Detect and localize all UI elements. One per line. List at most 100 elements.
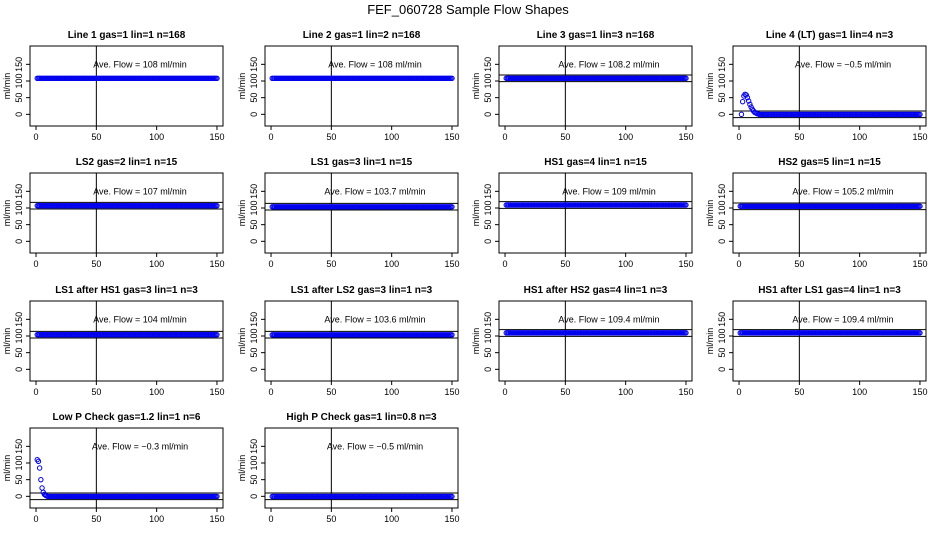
data-point	[214, 202, 220, 209]
y-tick-label: 100	[14, 73, 24, 88]
x-tick-label: 0	[737, 259, 742, 269]
y-tick-label: 100	[717, 328, 727, 343]
data-point	[743, 92, 749, 98]
y-tick-label: 50	[249, 348, 259, 358]
figure-title: FEF_060728 Sample Flow Shapes	[367, 2, 569, 17]
data-point	[39, 485, 45, 491]
y-axis-label: ml/min	[471, 73, 481, 100]
x-tick-label: 50	[326, 514, 336, 524]
panel-title: High P Check gas=1 lin=0.8 n=3	[286, 412, 437, 423]
data-point	[214, 331, 220, 338]
y-tick-label: 100	[483, 73, 493, 88]
plot-frame	[264, 427, 459, 509]
x-tick-label: 150	[912, 132, 927, 142]
ave-flow-label: Ave. Flow = 109.4 ml/min	[792, 314, 893, 324]
y-tick-label: 150	[483, 312, 493, 327]
x-tick-label: 0	[34, 514, 39, 524]
panel-title: Line 2 gas=1 lin=2 n=168	[303, 30, 421, 41]
x-tick-label: 100	[149, 132, 164, 142]
data-point	[744, 94, 751, 101]
ave-flow-label: Ave. Flow = 103.6 ml/min	[324, 314, 425, 324]
y-tick-label: 50	[14, 93, 24, 103]
y-tick-label: 100	[249, 73, 259, 88]
y-axis-label: ml/min	[2, 73, 12, 100]
x-tick-label: 0	[503, 387, 508, 397]
y-tick-label: 50	[483, 93, 493, 103]
x-tick-label: 100	[149, 259, 164, 269]
panel-title: HS1 gas=4 lin=1 n=15	[544, 157, 647, 168]
y-tick-label: 50	[483, 220, 493, 230]
y-tick-label: 100	[717, 73, 727, 88]
y-tick-label: 50	[14, 348, 24, 358]
y-tick-label: 0	[717, 112, 727, 117]
y-tick-label: 0	[717, 239, 727, 244]
x-tick-label: 50	[91, 132, 101, 142]
panel-12: HS1 after LS1 gas=4 lin=1 n=30 50 100 15005…	[705, 285, 927, 397]
data-point	[36, 465, 43, 471]
data-point	[917, 203, 923, 209]
ave-flow-label: Ave. Flow = 105.2 ml/min	[792, 186, 893, 196]
y-tick-label: 0	[249, 367, 259, 372]
y-tick-label: 0	[483, 112, 493, 117]
y-tick-label: 150	[717, 57, 727, 72]
panel-8: HS2 gas=5 lin=1 n=150 50 100 150050100150ml…	[705, 157, 927, 269]
x-tick-label: 50	[560, 132, 570, 142]
x-tick-label: 150	[678, 132, 693, 142]
data-point	[739, 98, 746, 105]
panel-7: HS1 gas=4 lin=1 n=150 50 100 150050100150ml…	[471, 157, 693, 269]
y-tick-label: 0	[14, 494, 24, 499]
y-axis-label: ml/min	[471, 200, 481, 227]
x-tick-label: 100	[149, 387, 164, 397]
data-point	[738, 111, 745, 118]
y-tick-label: 100	[249, 200, 259, 215]
panel-title: Line 4 (LT) gas=1 lin=4 n=3	[766, 30, 894, 41]
ave-flow-label: Ave. Flow = −0.5 ml/min	[795, 59, 891, 69]
y-axis-label: ml/min	[237, 328, 247, 355]
ave-flow-label: Ave. Flow = 108 ml/min	[328, 59, 422, 69]
y-tick-label: 100	[717, 200, 727, 215]
panel-title: LS2 gas=2 lin=1 n=15	[76, 157, 178, 168]
plot-frame	[264, 300, 459, 382]
x-tick-label: 100	[618, 132, 633, 142]
data-point	[917, 111, 923, 118]
x-tick-label: 150	[444, 387, 459, 397]
y-axis-label: ml/min	[2, 455, 12, 482]
panel-13: Low P Check gas=1.2 lin=1 n=60 50 100 15005…	[2, 412, 224, 524]
y-tick-label: 100	[483, 328, 493, 343]
x-tick-label: 100	[852, 259, 867, 269]
panel-4: Line 4 (LT) gas=1 lin=4 n=30 50 100 1500501…	[705, 30, 927, 142]
y-tick-label: 0	[249, 494, 259, 499]
y-tick-label: 150	[483, 57, 493, 72]
y-tick-label: 0	[249, 239, 259, 244]
y-axis-label: ml/min	[705, 328, 715, 355]
y-tick-label: 0	[14, 239, 24, 244]
plot-frame	[29, 172, 224, 254]
x-tick-label: 100	[384, 387, 399, 397]
y-tick-label: 150	[249, 57, 259, 72]
panel-title: Line 1 gas=1 lin=1 n=168	[68, 30, 186, 41]
x-tick-label: 0	[34, 132, 39, 142]
x-tick-label: 0	[737, 387, 742, 397]
y-tick-label: 50	[717, 348, 727, 358]
data-point	[747, 101, 753, 108]
x-tick-label: 0	[34, 387, 39, 397]
plot-frame	[498, 172, 693, 254]
panel-title: HS1 after LS1 gas=4 lin=1 n=3	[758, 285, 901, 296]
y-tick-label: 100	[249, 455, 259, 470]
y-tick-label: 150	[249, 184, 259, 199]
data-point	[214, 493, 220, 500]
x-tick-label: 50	[326, 132, 336, 142]
panel-title: HS2 gas=5 lin=1 n=15	[778, 157, 881, 168]
x-tick-label: 50	[560, 259, 570, 269]
x-tick-label: 50	[794, 259, 804, 269]
ave-flow-label: Ave. Flow = −0.5 ml/min	[327, 441, 423, 451]
y-tick-label: 150	[14, 57, 24, 72]
y-tick-label: 50	[14, 220, 24, 230]
plot-frame	[732, 172, 927, 254]
y-tick-label: 150	[14, 184, 24, 199]
x-tick-label: 50	[326, 387, 336, 397]
y-tick-label: 150	[483, 184, 493, 199]
